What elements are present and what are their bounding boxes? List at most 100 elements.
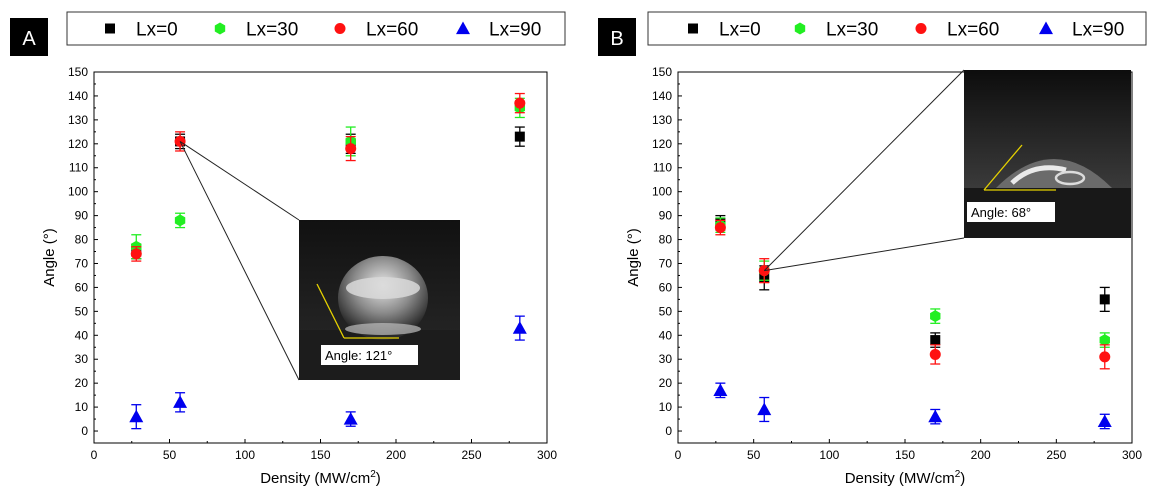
data-point (714, 222, 726, 234)
y-tick-label: 140 (652, 89, 672, 103)
panel-label: B (610, 28, 623, 50)
x-axis-title-end: ) (376, 470, 381, 487)
y-tick-label: 140 (68, 89, 88, 103)
x-tick-label: 50 (747, 448, 761, 462)
x-axis-title-superscript: 2 (370, 469, 376, 480)
data-point (343, 412, 358, 425)
panel-label-box (10, 18, 48, 56)
panel-label-box (598, 18, 636, 56)
data-point (757, 402, 772, 416)
data-point (930, 310, 941, 323)
legend-label: Lx=30 (246, 20, 298, 41)
inset-label-box (967, 202, 1055, 222)
droplet-highlight (1010, 165, 1067, 185)
y-tick-label: 100 (68, 185, 88, 199)
y-tick-label: 110 (653, 161, 672, 175)
legend-label: Lx=90 (1072, 20, 1124, 41)
inset-label: Angle: 68° (971, 205, 1031, 220)
legend-marker-lx-30 (214, 22, 226, 35)
y-tick-label: 10 (659, 400, 673, 414)
contact-angle-line (316, 283, 345, 339)
y-tick-label: 90 (75, 209, 89, 223)
y-tick-label: 30 (659, 352, 673, 366)
data-point (1099, 334, 1110, 347)
legend-label: Lx=60 (947, 20, 999, 41)
y-tick-label: 60 (75, 280, 89, 294)
y-axis-title: Angle (°) (625, 228, 642, 287)
y-tick-label: 110 (69, 161, 88, 175)
data-point (173, 395, 188, 408)
y-tick-label: 50 (659, 304, 673, 318)
legend-marker-lx-60 (334, 23, 346, 34)
y-axis-title: Angle (°) (41, 228, 58, 287)
data-point (930, 335, 941, 346)
y-tick-label: 150 (68, 65, 88, 79)
data-point (514, 97, 526, 109)
legend-marker-lx-0 (688, 23, 698, 34)
x-tick-label: 0 (675, 448, 682, 462)
y-tick-label: 80 (75, 233, 89, 247)
x-tick-label: 100 (235, 448, 255, 462)
y-tick-label: 70 (75, 256, 89, 270)
inset-label: Angle: 121° (325, 348, 392, 363)
data-point (1099, 351, 1111, 363)
legend-label: Lx=30 (826, 20, 878, 41)
data-point (130, 248, 142, 260)
inset-label-box (321, 345, 418, 365)
legend-marker-lx-60 (915, 23, 927, 34)
series-lx-60 (714, 219, 1111, 370)
y-tick-label: 80 (659, 233, 673, 247)
zoom-line (764, 237, 965, 272)
panel-label: A (22, 28, 36, 50)
x-tick-label: 300 (537, 448, 557, 462)
data-point (512, 321, 527, 334)
x-axis-title: Density (MW/cm2) (260, 469, 381, 487)
panel-a: A Lx=0 Lx=30 Lx=60 Lx=9001020304050607080901… (10, 11, 566, 487)
inset-photo: Angle: 121° (179, 140, 460, 381)
data-point (929, 348, 941, 360)
x-tick-label: 200 (386, 448, 406, 462)
x-tick-label: 300 (1122, 448, 1142, 462)
x-axis-title-superscript: 2 (955, 469, 961, 480)
x-tick-label: 50 (163, 448, 177, 462)
panel-b: B Lx=0 Lx=30 Lx=60 Lx=9001020304050607080901… (598, 11, 1147, 487)
y-tick-label: 30 (75, 352, 89, 366)
y-tick-label: 40 (75, 328, 89, 342)
zoom-line (763, 69, 965, 272)
x-tick-label: 150 (310, 448, 330, 462)
x-axis-title-end: ) (960, 470, 965, 487)
y-tick-label: 40 (659, 328, 673, 342)
y-tick-label: 20 (75, 376, 89, 390)
y-tick-label: 120 (652, 137, 672, 151)
data-point (1097, 414, 1112, 428)
contact-angle-line (983, 144, 1023, 191)
legend-label: Lx=0 (719, 20, 761, 41)
y-tick-label: 100 (652, 185, 672, 199)
series-lx-90 (713, 382, 1112, 430)
x-axis-title: Density (MW/cm2) (845, 469, 966, 487)
legend-marker-lx-30 (794, 22, 806, 35)
zoom-line (179, 141, 300, 381)
data-point (713, 383, 728, 396)
y-tick-label: 50 (75, 304, 89, 318)
y-tick-label: 10 (75, 400, 89, 414)
data-point (928, 409, 943, 423)
y-tick-label: 60 (659, 280, 673, 294)
legend: Lx=0 Lx=30 Lx=60 Lx=90 (66, 11, 566, 46)
y-tick-label: 120 (68, 137, 88, 151)
x-tick-label: 0 (91, 448, 98, 462)
legend-frame (66, 11, 566, 46)
legend-marker-lx-0 (105, 23, 115, 34)
y-tick-label: 150 (652, 65, 672, 79)
x-tick-label: 100 (819, 448, 839, 462)
x-tick-label: 250 (461, 448, 481, 462)
y-tick-label: 130 (68, 113, 88, 127)
legend-label: Lx=60 (366, 20, 418, 41)
droplet-highlight (346, 277, 420, 299)
legend-marker-lx-90 (456, 21, 470, 35)
legend-frame (647, 11, 1147, 46)
inset-photo: Angle: 68° (763, 69, 1131, 272)
legend: Lx=0 Lx=30 Lx=60 Lx=90 (647, 11, 1147, 46)
y-tick-label: 0 (665, 424, 672, 438)
